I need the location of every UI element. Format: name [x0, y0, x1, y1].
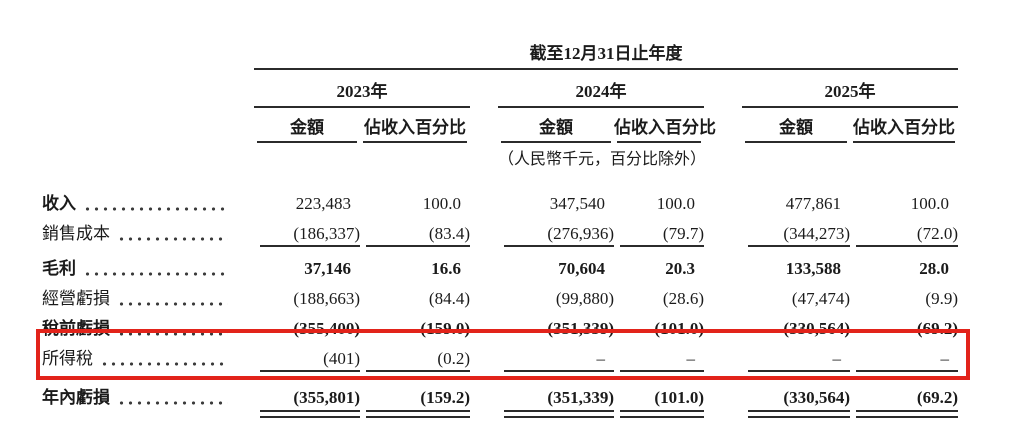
value-cell: 100.0	[910, 194, 949, 213]
value-cell: (0.2)	[360, 342, 470, 372]
value-cell: 223,483	[295, 194, 351, 213]
column-gap	[470, 69, 498, 107]
value-cell: 100.0	[656, 194, 695, 213]
units-note-row: （人民幣千元，百分比除外）	[42, 143, 958, 171]
year-header-2023: 2023年	[254, 69, 470, 108]
row-gross-profit: 毛利 37,146 16.6 70,604 20.3 133,588 28.0	[42, 247, 958, 282]
spacer-row	[42, 171, 958, 187]
row-revenue: 收入 223,483 100.0 347,540 100.0 477,861 1…	[42, 187, 958, 217]
value-cell: (355,801)	[254, 372, 360, 419]
row-loss-for-year: 年內虧損 (355,801) (159.2) (351,339) (101.0)…	[42, 372, 958, 419]
value-cell: 20.3	[665, 259, 695, 278]
financial-summary-table: 截至12月31日止年度 2023年 2024年 2025年 金額 佔收入百分比 …	[42, 38, 958, 419]
row-label: 稅前虧損	[42, 319, 110, 338]
year-header-2024: 2024年	[498, 69, 704, 108]
value-cell: (101.0)	[614, 372, 704, 419]
value-cell: (351,339)	[547, 319, 614, 338]
dot-leader	[83, 207, 228, 211]
value-cell: (99,880)	[555, 289, 614, 308]
value-cell: (159.2)	[360, 372, 470, 419]
value-cell: (330,564)	[742, 372, 850, 419]
row-income-tax: 所得稅 (401) (0.2) – – – –	[42, 342, 958, 372]
value-cell: (344,273)	[742, 217, 850, 247]
subheader-row: 金額 佔收入百分比 金額 佔收入百分比 金額 佔收入百分比	[42, 107, 958, 143]
column-gap	[470, 107, 498, 143]
pct-header-2024: 佔收入百分比	[614, 107, 716, 143]
dot-leader	[83, 272, 228, 276]
pct-header-2025: 佔收入百分比	[850, 107, 958, 143]
dot-leader	[117, 401, 228, 405]
table-caption: 截至12月31日止年度	[254, 38, 958, 70]
value-cell: (84.4)	[428, 289, 470, 308]
dot-leader	[117, 237, 228, 241]
value-cell: 28.0	[919, 259, 949, 278]
column-gap	[704, 69, 742, 107]
value-cell: 347,540	[549, 194, 605, 213]
value-cell: (79.7)	[614, 217, 704, 247]
value-cell: –	[614, 342, 704, 372]
value-cell: 133,588	[785, 259, 841, 278]
row-label: 收入	[42, 194, 76, 213]
value-cell: 37,146	[304, 259, 351, 278]
amount-header-2023: 金額	[254, 107, 360, 143]
dot-leader	[117, 302, 228, 306]
row-operating-loss: 經營虧損 (188,663) (84.4) (99,880) (28.6) (4…	[42, 282, 958, 312]
value-cell: (401)	[254, 342, 360, 372]
amount-header-2024: 金額	[498, 107, 614, 143]
value-cell: (47,474)	[791, 289, 850, 308]
value-cell: (69.2)	[916, 319, 958, 338]
dot-leader	[100, 362, 228, 366]
value-cell: –	[850, 342, 958, 372]
dot-leader	[117, 332, 228, 336]
value-cell: 70,604	[558, 259, 605, 278]
year-header-row: 2023年 2024年 2025年	[42, 69, 958, 108]
value-cell: –	[742, 342, 850, 372]
value-cell: 477,861	[785, 194, 841, 213]
value-cell: (355,400)	[293, 319, 360, 338]
row-label: 銷售成本	[42, 224, 110, 243]
row-cost-of-sales: 銷售成本 (186,337) (83.4) (276,936) (79.7) (…	[42, 217, 958, 247]
value-cell: –	[498, 342, 614, 372]
value-cell: (83.4)	[360, 217, 470, 247]
value-cell: (276,936)	[498, 217, 614, 247]
value-cell: (9.9)	[925, 289, 958, 308]
caption-row: 截至12月31日止年度	[42, 38, 958, 70]
value-cell: (330,564)	[783, 319, 850, 338]
row-loss-before-tax: 稅前虧損 (355,400) (159.0) (351,339) (101.0)…	[42, 312, 958, 342]
value-cell: 100.0	[422, 194, 461, 213]
value-cell: (159.0)	[420, 319, 470, 338]
year-header-2025: 2025年	[742, 69, 958, 108]
amount-header-2025: 金額	[742, 107, 850, 143]
value-cell: (28.6)	[662, 289, 704, 308]
value-cell: (101.0)	[654, 319, 704, 338]
pct-header-2023: 佔收入百分比	[360, 107, 470, 143]
value-cell: (69.2)	[850, 372, 958, 419]
row-label: 經營虧損	[42, 289, 110, 308]
units-note: （人民幣千元，百分比除外）	[498, 151, 707, 168]
value-cell: (186,337)	[254, 217, 360, 247]
row-label: 毛利	[42, 259, 76, 278]
value-cell: 16.6	[431, 259, 461, 278]
value-cell: (72.0)	[850, 217, 958, 247]
caption-spacer	[42, 38, 254, 69]
row-label: 所得稅	[42, 349, 93, 368]
highlight-box	[36, 329, 970, 380]
value-cell: (351,339)	[498, 372, 614, 419]
row-label: 年內虧損	[42, 388, 110, 407]
value-cell: (188,663)	[293, 289, 360, 308]
